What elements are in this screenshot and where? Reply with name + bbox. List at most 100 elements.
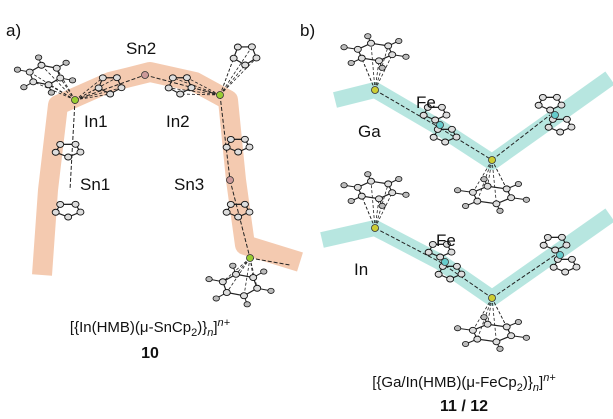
coordination-bond bbox=[220, 58, 256, 95]
caption: [{In(HMB)(μ-SnCp2)}n]n+ bbox=[70, 317, 231, 339]
atom bbox=[469, 327, 476, 333]
atom bbox=[223, 289, 230, 295]
atom bbox=[234, 44, 241, 50]
metal-atom bbox=[437, 122, 444, 129]
metal-atom bbox=[247, 255, 254, 262]
atom bbox=[72, 201, 79, 207]
atom bbox=[403, 54, 409, 59]
metal-atom bbox=[552, 112, 559, 119]
atom bbox=[375, 196, 382, 202]
atom bbox=[365, 34, 371, 39]
atom bbox=[69, 78, 75, 83]
atom bbox=[177, 91, 184, 97]
panel-label: a) bbox=[6, 21, 21, 40]
metal-atom bbox=[489, 157, 496, 164]
atom bbox=[65, 214, 72, 220]
atom bbox=[219, 279, 226, 285]
atom bbox=[562, 269, 569, 275]
atom bbox=[389, 190, 396, 196]
atom bbox=[375, 58, 382, 64]
compound-number: 11 / 12 bbox=[440, 398, 488, 415]
atom bbox=[458, 271, 465, 277]
atom bbox=[544, 234, 551, 240]
atom bbox=[379, 203, 385, 208]
atom bbox=[545, 124, 552, 130]
atom bbox=[206, 277, 212, 282]
caption-part: [{Ga/In(HMB)(μ-FeCp bbox=[372, 374, 517, 391]
atom bbox=[38, 62, 45, 68]
atom bbox=[250, 275, 257, 281]
atom bbox=[241, 136, 248, 142]
atom bbox=[77, 149, 84, 155]
atom bbox=[358, 193, 365, 199]
caption-part: )} bbox=[197, 319, 207, 336]
atom bbox=[368, 40, 375, 46]
atom bbox=[568, 256, 575, 262]
atom bbox=[240, 293, 247, 299]
atom bbox=[535, 102, 542, 108]
caption-sup: n+ bbox=[218, 317, 231, 329]
atom bbox=[503, 186, 510, 192]
atom bbox=[474, 336, 481, 342]
atom bbox=[484, 183, 491, 189]
atom-label: Fe bbox=[416, 93, 436, 112]
atom bbox=[107, 91, 114, 97]
atom bbox=[493, 339, 500, 345]
atom bbox=[462, 203, 468, 208]
atom bbox=[65, 154, 72, 160]
atom bbox=[253, 55, 260, 61]
atom bbox=[21, 85, 27, 90]
atom bbox=[53, 65, 60, 71]
atom bbox=[365, 172, 371, 177]
atom-label: Sn1 bbox=[80, 175, 110, 194]
atom bbox=[379, 65, 385, 70]
atom-label: In bbox=[354, 260, 368, 279]
atom bbox=[484, 321, 491, 327]
atom bbox=[454, 188, 460, 193]
atom bbox=[435, 271, 442, 277]
atom bbox=[396, 176, 402, 181]
coordination-bond bbox=[223, 258, 250, 282]
atom bbox=[553, 94, 560, 100]
atom bbox=[235, 149, 242, 155]
panel-label: b) bbox=[300, 21, 315, 40]
atom bbox=[425, 249, 432, 255]
page: a) Sn2 In1 In2 Sn1 Sn3 [{In(HMB)(μ-SnCp2… bbox=[0, 0, 613, 419]
atom bbox=[573, 264, 580, 270]
atom bbox=[118, 85, 125, 91]
atom bbox=[57, 75, 64, 81]
atom bbox=[183, 75, 190, 81]
atom bbox=[420, 112, 427, 118]
atom bbox=[453, 263, 460, 269]
atom bbox=[481, 177, 487, 182]
atom bbox=[57, 141, 64, 147]
coordination-bond bbox=[220, 65, 245, 95]
atom bbox=[497, 208, 503, 213]
atom bbox=[354, 46, 361, 52]
atom bbox=[254, 285, 261, 291]
atom bbox=[227, 201, 234, 207]
atom bbox=[246, 209, 253, 215]
metal-atom bbox=[489, 295, 496, 302]
compound-number: 10 bbox=[141, 345, 159, 362]
atom bbox=[227, 136, 234, 142]
atom bbox=[563, 242, 570, 248]
atom-label: In2 bbox=[166, 112, 190, 131]
atom bbox=[358, 55, 365, 61]
atom-label: Sn3 bbox=[174, 175, 204, 194]
metal-atom bbox=[217, 92, 224, 99]
caption-part: )} bbox=[523, 374, 533, 391]
metal-atom bbox=[227, 177, 234, 184]
atom bbox=[396, 38, 402, 43]
atom bbox=[52, 149, 59, 155]
atom bbox=[557, 129, 564, 135]
atom bbox=[568, 124, 575, 130]
atom bbox=[213, 296, 219, 301]
atom bbox=[57, 201, 64, 207]
atom bbox=[385, 43, 392, 49]
atom bbox=[233, 271, 240, 277]
atom bbox=[348, 198, 354, 203]
atom bbox=[248, 44, 255, 50]
atom bbox=[523, 335, 529, 340]
atom bbox=[539, 94, 546, 100]
